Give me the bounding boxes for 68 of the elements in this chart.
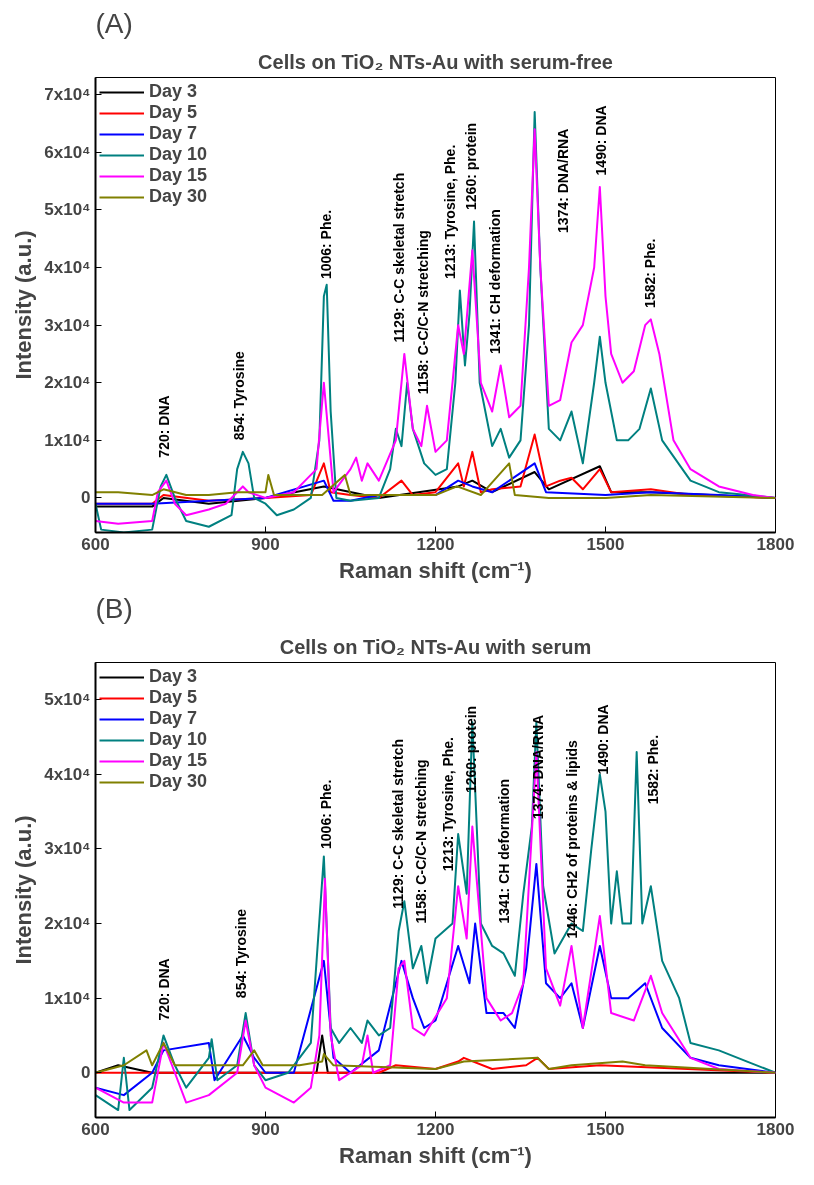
legend-label: Day 10 (149, 144, 208, 165)
annotation: 1213: Tyrosine, Phe. (439, 736, 456, 872)
x-tick-label: 1800 (756, 1119, 795, 1139)
x-axis-title: Raman shift (cm⁻¹) (339, 1142, 532, 1168)
text: (A) (95, 7, 133, 39)
annotation: 1158: C-C/C-N stretching (415, 230, 432, 395)
x-tick-label: 600 (81, 1119, 110, 1139)
x-tick-label: 600 (81, 534, 110, 554)
y-tick-label: 0 (81, 1063, 91, 1083)
x-tick-label: 1200 (416, 1119, 455, 1139)
y-tick-label: 1x10⁴ (44, 988, 91, 1008)
legend-label: Day 3 (149, 81, 198, 102)
x-tick-label: 1200 (416, 534, 455, 554)
annotation: 1374: DNA/RNA (529, 714, 546, 820)
annotation: 1158: C-C/C-N stretching (413, 759, 430, 924)
annotation: 1490: DNA (594, 704, 611, 775)
legend-label: Day 5 (149, 687, 198, 708)
chart-title: Cells on TiO₂ NTs-Au with serum (279, 635, 592, 658)
annotation: 1213: Tyrosine, Phe. (441, 144, 458, 280)
legend-label: Day 30 (149, 186, 208, 207)
x-axis-title: Raman shift (cm⁻¹) (339, 557, 532, 583)
annotation: 1341: CH deformation (495, 778, 512, 924)
x-tick-label: 1500 (586, 534, 625, 554)
annotation: 1490: DNA (592, 105, 609, 176)
annotation: 1006: Phe. (317, 779, 334, 849)
chart-title: Cells on TiO₂ NTs-Au with serum-free (258, 50, 613, 73)
annotation: 854: Tyrosine (231, 350, 248, 441)
legend-label: Day 7 (149, 123, 198, 144)
y-tick-label: 1x10⁴ (44, 430, 91, 450)
y-tick-label: 7x10⁴ (44, 85, 91, 105)
annotation: 720: DNA (155, 958, 172, 1021)
legend-label: Day 3 (149, 666, 198, 687)
annotation: 854: Tyrosine (232, 908, 249, 999)
legend-label: Day 15 (149, 750, 208, 771)
legend-label: Day 15 (149, 165, 208, 186)
legend-label: Day 30 (149, 771, 208, 792)
x-tick-label: 900 (251, 1119, 280, 1139)
x-tick-label: 1500 (586, 1119, 625, 1139)
annotation: 720: DNA (155, 395, 172, 458)
annotation: 1582: Phe. (641, 238, 658, 308)
y-tick-label: 3x10⁴ (44, 839, 91, 859)
annotation: 1446: CH2 of proteins & lipids (563, 739, 580, 939)
y-tick-label: 2x10⁴ (44, 914, 91, 934)
x-tick-label: 1800 (756, 534, 795, 554)
line-series (95, 1041, 776, 1074)
annotation: 1374: DNA/RNA (555, 128, 571, 234)
y-tick-label: 5x10⁴ (44, 200, 91, 220)
annotation: 1260: protein (462, 705, 479, 794)
y-tick-label: 4x10⁴ (44, 258, 91, 278)
annotation: 1006: Phe. (317, 209, 334, 280)
annotation: 1129: C-C skeletal stretch (389, 739, 406, 909)
y-tick-label: 0 (81, 488, 91, 508)
y-axis-title: Intensity (a.u.) (11, 815, 37, 965)
legend-label: Day 5 (149, 102, 198, 123)
legend-label: Day 7 (149, 708, 198, 729)
y-tick-label: 3x10⁴ (44, 315, 91, 335)
x-tick-label: 900 (251, 534, 280, 554)
annotation: 1129: C-C skeletal stretch (390, 172, 407, 343)
y-tick-label: 2x10⁴ (44, 373, 91, 393)
annotation: 1341: CH deformation (487, 209, 503, 354)
y-axis-title: Intensity (a.u.) (11, 230, 37, 380)
y-tick-label: 5x10⁴ (44, 690, 91, 710)
text: (B) (95, 592, 133, 624)
legend-label: Day 10 (149, 729, 208, 750)
y-tick-label: 6x10⁴ (44, 142, 91, 162)
annotation: 1260: protein (462, 122, 479, 210)
y-tick-label: 4x10⁴ (44, 764, 91, 784)
annotation: 1582: Phe. (644, 734, 661, 805)
